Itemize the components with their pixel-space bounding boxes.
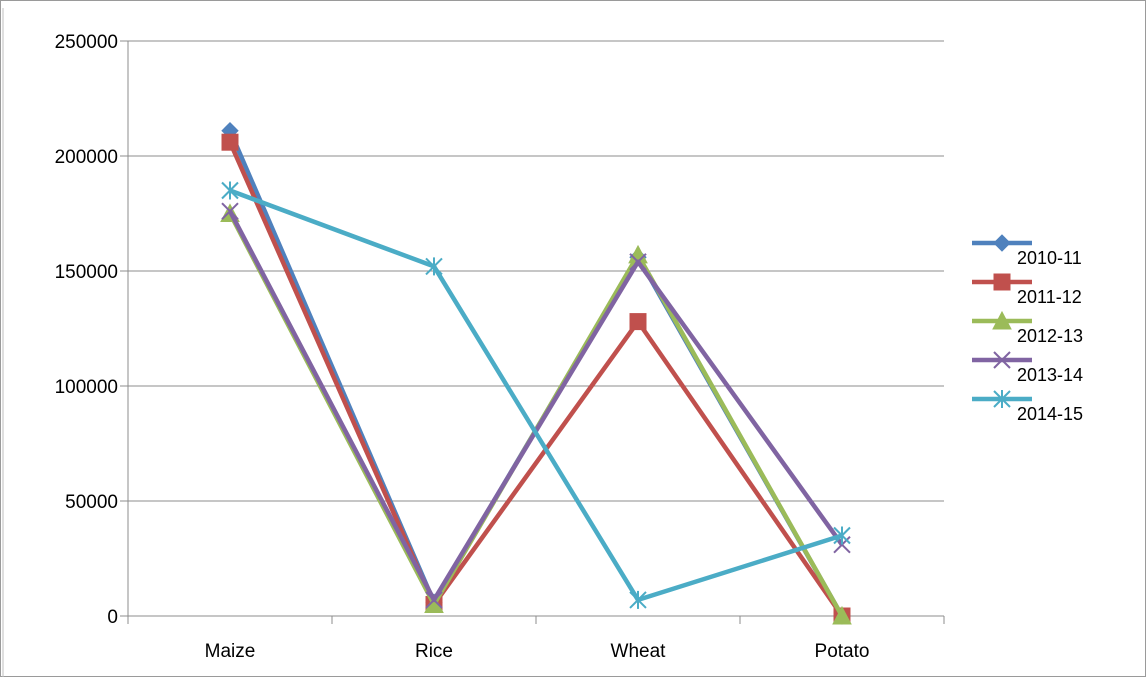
data-point <box>993 234 1011 252</box>
x-tick-label: Wheat <box>611 641 667 662</box>
legend-label: 2014-15 <box>1017 404 1083 424</box>
legend-item: 2014-15 <box>972 390 1083 424</box>
gridlines <box>128 40 944 502</box>
data-point <box>629 253 647 271</box>
axes: 0 50000 100000 150000 200000 250000 Maize Rice W… <box>55 32 945 662</box>
data-point <box>629 313 647 331</box>
data-point <box>992 310 1012 330</box>
y-tick-label: 250000 <box>55 32 118 53</box>
y-tick-label: 0 <box>107 607 118 628</box>
legend-label: 2011-12 <box>1017 287 1082 307</box>
series-2014-15 <box>221 181 851 609</box>
series-line <box>229 188 843 603</box>
data-point <box>833 526 851 545</box>
legend-item: 2012-13 <box>972 310 1083 346</box>
legend-item: 2010-11 <box>972 234 1082 268</box>
x-tick-label: Potato <box>815 641 870 662</box>
data-point <box>629 590 647 609</box>
y-tick-label: 100000 <box>55 377 118 398</box>
data-point <box>425 591 443 609</box>
y-tick-label: 150000 <box>55 262 118 283</box>
legend-item: 2011-12 <box>972 273 1082 307</box>
series <box>220 121 852 625</box>
series-line <box>227 141 844 618</box>
data-point <box>221 181 239 200</box>
x-tick-label: Rice <box>415 641 453 662</box>
data-point <box>993 390 1011 408</box>
data-point <box>832 605 852 625</box>
legend-label: 2010-11 <box>1017 248 1082 268</box>
y-tick-label: 200000 <box>55 147 118 168</box>
data-point <box>993 351 1011 369</box>
y-tick-label: 50000 <box>65 492 118 513</box>
legend: 2010-11 2011-12 2012-13 2013-14 2014-15 <box>972 234 1083 424</box>
data-point <box>221 202 239 220</box>
x-tick-label: Maize <box>205 641 256 662</box>
data-point <box>993 273 1011 291</box>
legend-item: 2013-14 <box>972 351 1083 385</box>
legend-label: 2012-13 <box>1017 326 1083 346</box>
legend-label: 2013-14 <box>1017 365 1083 385</box>
data-point <box>425 257 443 276</box>
data-point <box>221 133 239 151</box>
